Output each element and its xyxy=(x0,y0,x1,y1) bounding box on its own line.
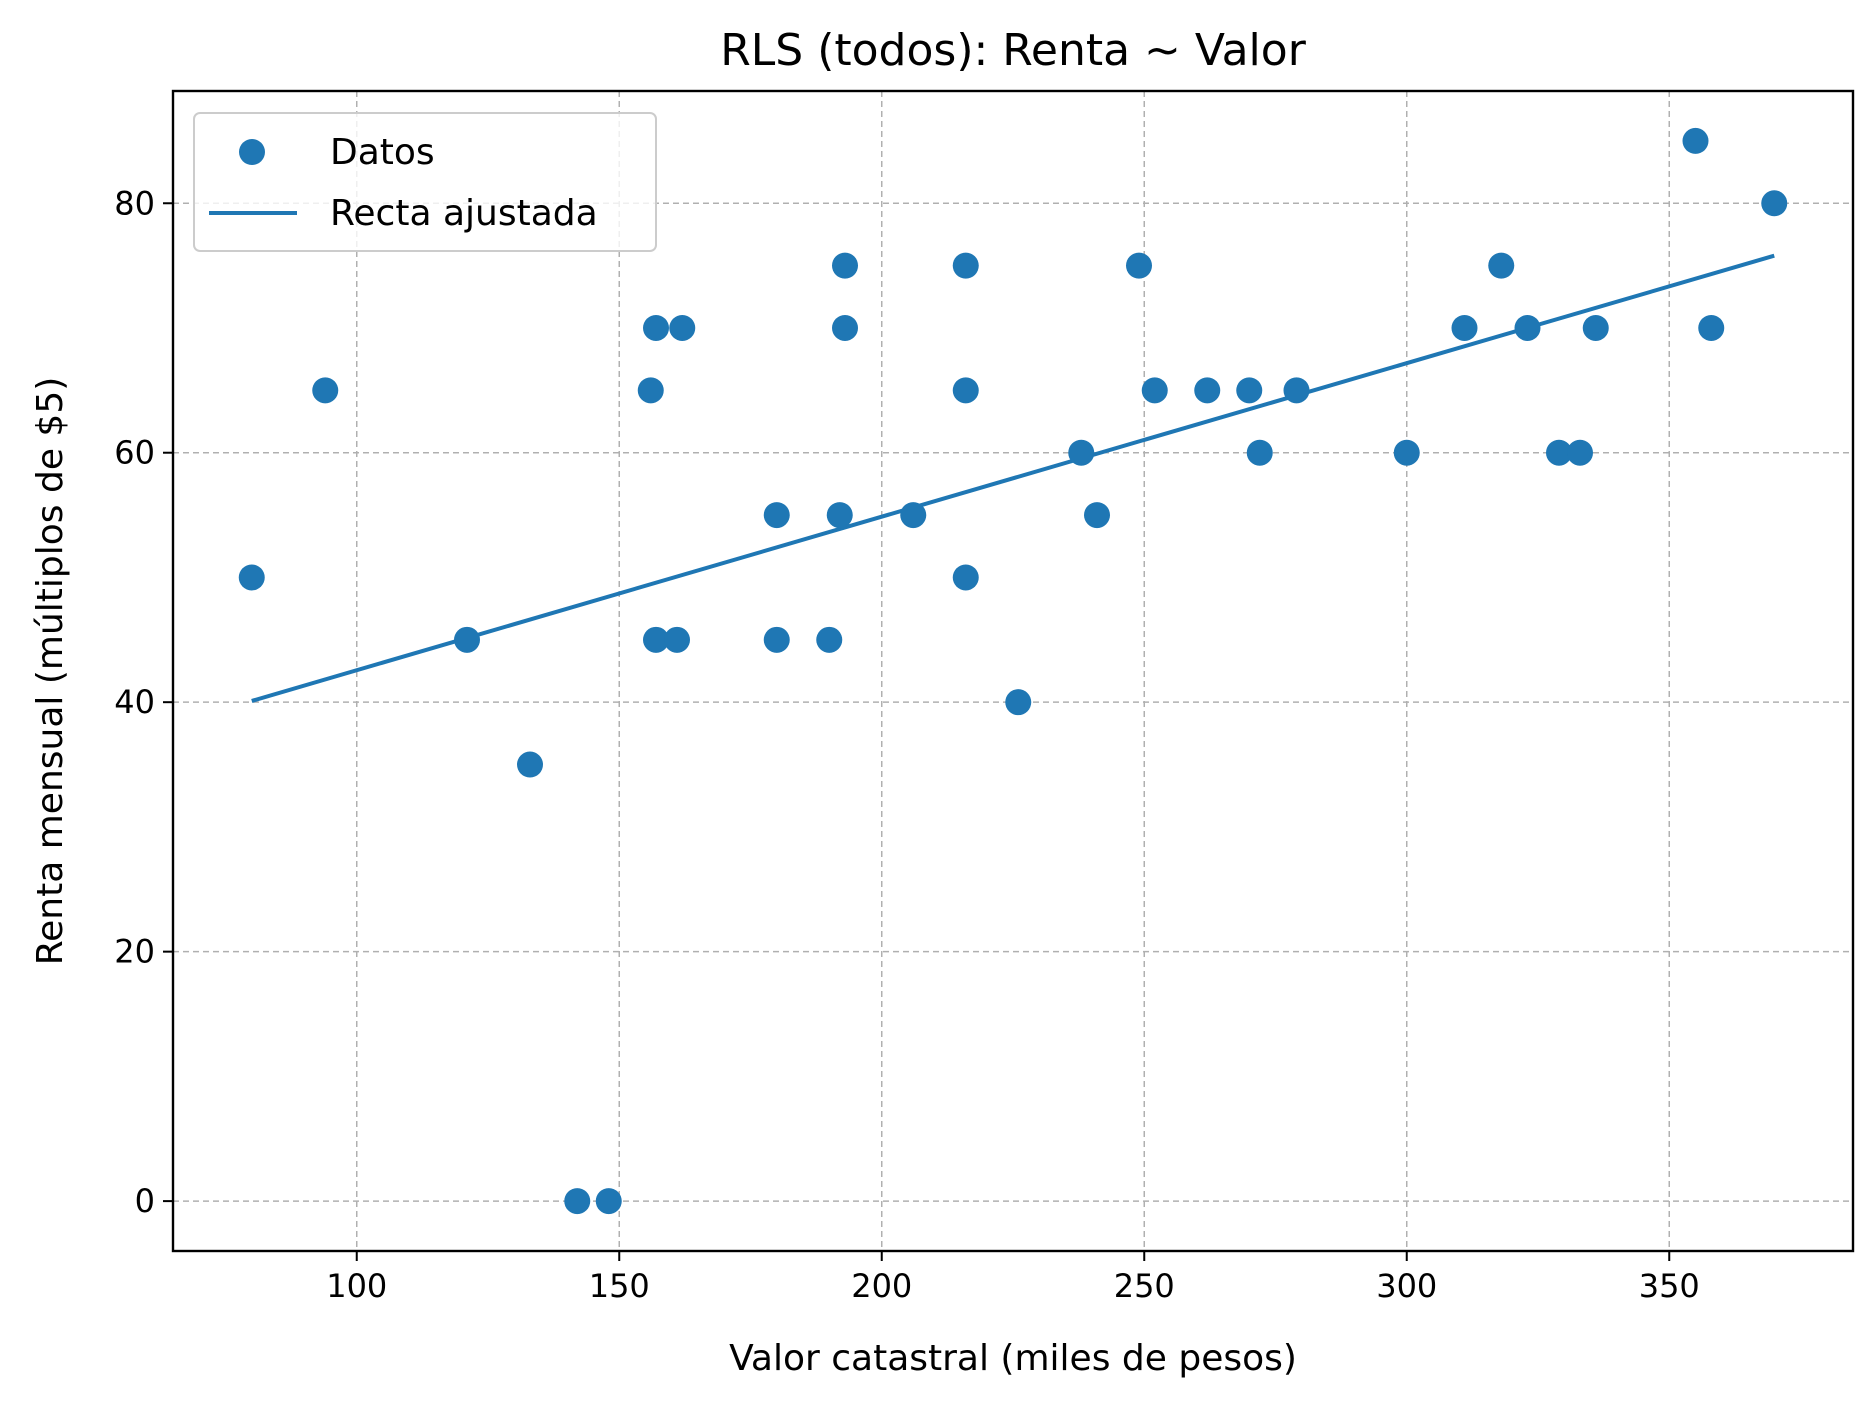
legend-label-datos: Datos xyxy=(330,132,435,173)
x-tick-label: 300 xyxy=(1376,1267,1437,1305)
chart-title: RLS (todos): Renta ~ Valor xyxy=(720,25,1306,76)
data-point xyxy=(952,564,979,591)
x-tick-label: 200 xyxy=(851,1267,912,1305)
data-point xyxy=(1567,439,1593,466)
fit-line xyxy=(251,253,1775,703)
data-point xyxy=(312,377,339,404)
data-point xyxy=(643,626,669,653)
x-tick-label: 150 xyxy=(589,1267,650,1305)
data-point xyxy=(816,626,843,653)
data-point xyxy=(1451,314,1478,341)
data-point xyxy=(595,1188,622,1215)
data-point xyxy=(1084,502,1110,529)
data-point xyxy=(832,314,858,341)
x-axis-label: Valor catastral (miles de pesos) xyxy=(729,1338,1297,1379)
x-tick-label: 350 xyxy=(1639,1267,1700,1305)
y-tick-label: 80 xyxy=(114,184,155,222)
data-point xyxy=(1582,314,1609,341)
data-point xyxy=(454,626,480,653)
data-point xyxy=(1761,190,1788,217)
data-point xyxy=(1246,439,1273,466)
data-point xyxy=(238,564,265,591)
data-point xyxy=(1514,314,1541,341)
data-point xyxy=(643,314,669,341)
data-point xyxy=(1194,377,1221,404)
data-point xyxy=(664,626,690,653)
y-axis-label: Renta mensual (múltiplos de $5) xyxy=(30,377,71,966)
data-point xyxy=(1488,252,1515,279)
axis-ticks: 100 150 200 250 300 350 0 20 40 60 80 xyxy=(114,184,1700,1305)
data-point xyxy=(1283,377,1310,404)
data-point xyxy=(826,502,853,529)
data-point xyxy=(952,377,979,404)
data-point xyxy=(1126,252,1152,279)
legend-marker-datos xyxy=(239,139,265,165)
data-point xyxy=(637,377,664,404)
y-tick-label: 60 xyxy=(114,434,155,472)
data-point xyxy=(1698,314,1725,341)
data-point xyxy=(832,252,858,279)
grid xyxy=(173,91,1853,1251)
data-point xyxy=(1682,127,1709,154)
data-point xyxy=(1546,439,1572,466)
data-point xyxy=(669,314,696,341)
data-point xyxy=(952,252,979,279)
x-tick-label: 250 xyxy=(1114,1267,1175,1305)
data-point xyxy=(517,751,543,778)
data-point xyxy=(763,626,790,653)
data-point xyxy=(1236,377,1263,404)
data-point xyxy=(1005,689,1032,716)
y-tick-label: 20 xyxy=(114,933,155,971)
plot-frame xyxy=(171,89,1855,1253)
legend-label-recta: Recta ajustada xyxy=(330,193,598,234)
data-point xyxy=(1393,439,1420,466)
data-point xyxy=(564,1188,591,1215)
fit-line-layer xyxy=(251,253,1775,703)
data-point xyxy=(1068,439,1095,466)
legend-box xyxy=(193,112,657,252)
y-tick-label: 40 xyxy=(114,683,155,721)
x-tick-label: 100 xyxy=(326,1267,387,1305)
legend: Datos Recta ajustada xyxy=(193,112,657,252)
data-point xyxy=(1141,377,1168,404)
data-point xyxy=(763,502,790,529)
data-points-layer xyxy=(238,127,1788,1215)
data-point xyxy=(900,502,927,529)
y-tick-label: 0 xyxy=(135,1182,155,1220)
